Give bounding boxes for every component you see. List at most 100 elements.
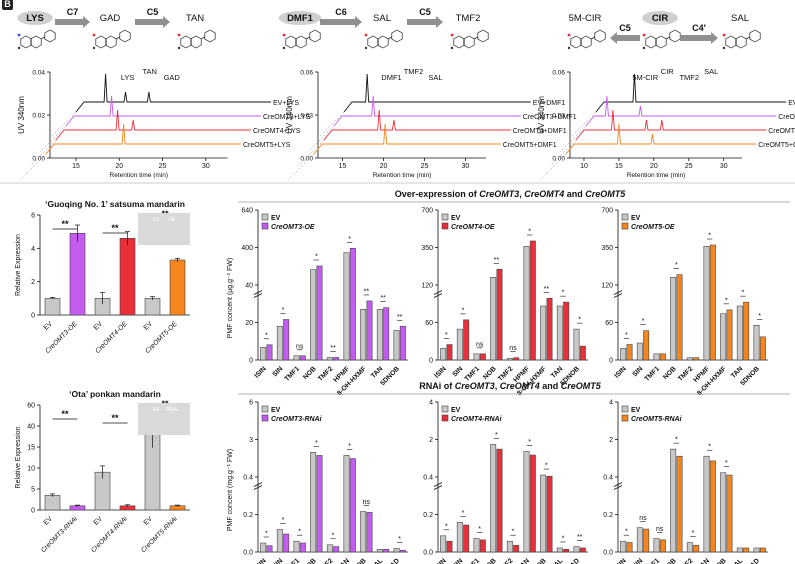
legend-ev: EV [271, 215, 281, 222]
y-tick-label: 4 [429, 400, 433, 407]
pmf-bar-ev [473, 538, 480, 553]
trace-label: CreOMT5+DMF1 [503, 142, 557, 149]
y-tick-label: 60 [605, 320, 613, 327]
sig-label: * [625, 529, 628, 536]
sig-label: ** [397, 314, 403, 321]
trace-creomt3-lys [65, 95, 261, 127]
trace-label: EV+DMF1 [533, 100, 566, 107]
pmf-bar-ev [556, 305, 563, 361]
ring [367, 35, 379, 49]
y-tick-label: 2 [31, 279, 35, 286]
ring [377, 35, 389, 49]
x-tick-label: 25 [685, 163, 693, 170]
sig-label: * [758, 313, 761, 320]
sig-label: * [528, 439, 531, 446]
sig-label: ns [363, 499, 371, 506]
pmf-bar-ev [293, 540, 300, 553]
pmf-bar-treatment [463, 319, 470, 361]
y-tick-label: 60 [27, 403, 35, 410]
y-axis-label: Relative Expression [15, 234, 22, 296]
bond [40, 36, 46, 40]
sig-label: * [528, 228, 531, 235]
sig-label: ** [544, 286, 550, 293]
sig-label: * [578, 317, 581, 324]
compound-dmf1-highlight [278, 11, 322, 25]
sig-label: ** [494, 257, 500, 264]
pmf-bar-ev [376, 309, 383, 361]
y-tick-label: 4 [609, 400, 613, 407]
fruit-oe-label: RNAi [166, 407, 178, 413]
y-tick-label: 700 [421, 208, 433, 215]
pmf-bar-ev [326, 357, 333, 361]
legend-ev: EV [451, 215, 461, 222]
pmf-bar-ev [343, 455, 350, 553]
sig-label: * [708, 444, 711, 451]
legend-treatment: CreOMT3-OE [271, 224, 315, 231]
pmf-bar-treatment [349, 458, 356, 553]
legend-swatch-ev [441, 213, 449, 221]
trace-label: CreOMT3+LYS [263, 114, 311, 121]
pmf-bar-treatment [643, 330, 650, 361]
substituent [722, 46, 726, 50]
bond [590, 36, 596, 40]
pmf-title: RNAi of CreOMT3, CreOMT4 and CreOMT5 [419, 381, 602, 391]
pmf-bar-ev [540, 474, 547, 553]
ring [105, 35, 117, 49]
x-tick-label: NOB [662, 557, 678, 564]
pmf-bar-ev [636, 527, 643, 553]
y-tick-label: 0 [609, 358, 613, 365]
x-tick-label: EV [43, 320, 55, 332]
ring [391, 29, 403, 43]
y-tick-label: 0.4 [243, 475, 253, 482]
y-tick-label: 0.04 [32, 70, 45, 77]
x-axis-label: Retention time (min) [110, 172, 169, 179]
y-tick-label: 0.06 [552, 70, 565, 77]
legend-treatment: CreOMT5-RNAi [631, 416, 683, 423]
pmf-bar-ev [293, 355, 300, 361]
y-tick-label: 2 [609, 437, 613, 444]
x-tick-label: 15 [72, 163, 80, 170]
pmf-bar-treatment [659, 539, 666, 553]
y-axis-label: UV 340nm [17, 96, 26, 134]
sig-label: ** [111, 413, 119, 423]
y-tick-label: 640 [241, 208, 253, 215]
substituent [450, 33, 454, 37]
legend-swatch-treat [441, 222, 449, 230]
pmf-bar-ev [260, 347, 267, 361]
trace-creomt4-lys [55, 109, 251, 141]
axis-break [433, 293, 443, 298]
pmf-bar-treatment [496, 268, 503, 361]
ring [749, 29, 761, 43]
pmf-bar-treatment [743, 547, 750, 553]
sig-label: * [545, 463, 548, 470]
substituent [92, 46, 96, 50]
substituent [364, 46, 368, 50]
substituent [177, 33, 181, 37]
x-tick-label: NOB [482, 557, 498, 564]
y-tick-label: 60 [425, 320, 433, 327]
bond [115, 36, 121, 40]
molecule-dmf1 [282, 29, 321, 50]
x-tick-label: TAN [370, 365, 385, 380]
sig-label: ns [476, 341, 484, 348]
trace-label: EV+CIR [788, 100, 795, 107]
pmf-bar-ev [670, 448, 677, 553]
axis-break [613, 293, 623, 298]
compound-5m-cir: 5M-CIR [569, 13, 602, 24]
y-tick-label: 0.03 [300, 113, 313, 120]
pmf-bar-ev [556, 547, 563, 553]
pmf-bar-treatment [513, 544, 520, 553]
y-tick-label: 120 [421, 283, 433, 290]
axis-break [433, 482, 443, 487]
ring [30, 35, 42, 49]
trace-guide [317, 111, 345, 139]
trace-guide [39, 125, 67, 153]
sig-label: ns [296, 343, 304, 350]
pmf-bar-treatment [579, 345, 586, 361]
pmf-bar-treatment [283, 533, 290, 553]
x-tick-label: 30 [462, 163, 470, 170]
x-tick-label: 25 [159, 163, 167, 170]
y-axis-label: UV 340nm [537, 96, 546, 134]
substituent [642, 46, 646, 50]
